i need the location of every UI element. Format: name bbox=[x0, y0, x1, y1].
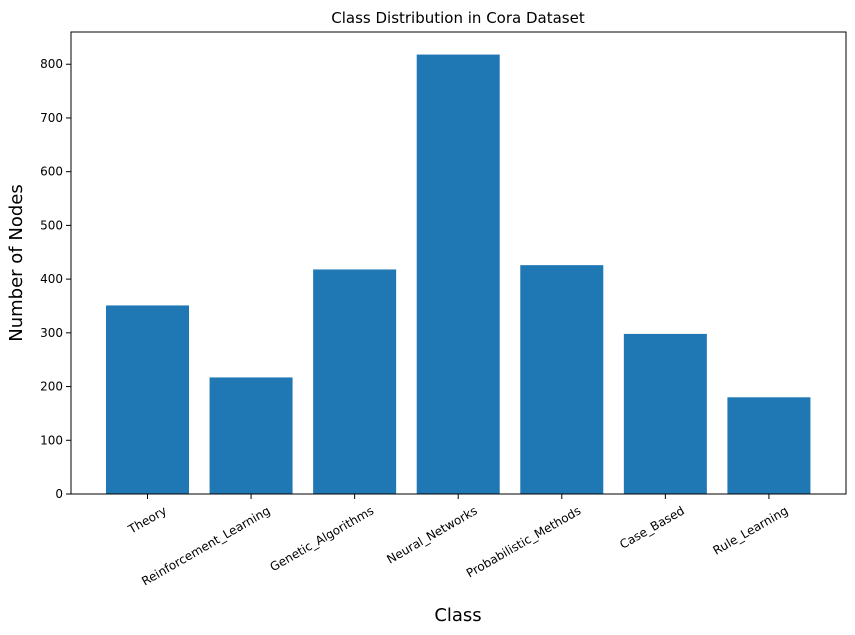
bars-group bbox=[106, 54, 811, 495]
bar-reinforcement-learning bbox=[209, 377, 293, 494]
y-tick-label: 700 bbox=[40, 111, 63, 125]
x-axis-label: Class bbox=[434, 605, 481, 626]
bar-theory bbox=[106, 305, 189, 494]
y-tick-label: 100 bbox=[40, 433, 63, 447]
y-tick-label: 600 bbox=[40, 165, 63, 179]
chart-title: Class Distribution in Cora Dataset bbox=[331, 9, 585, 27]
y-axis: 0 100 200 300 400 500 600 700 800 bbox=[40, 57, 71, 501]
x-tick-label: Rule_Learning bbox=[710, 503, 790, 557]
bar-neural-networks bbox=[416, 54, 500, 495]
y-tick-label: 500 bbox=[40, 218, 63, 232]
plot-frame bbox=[70, 31, 847, 495]
y-tick-label: 400 bbox=[40, 272, 63, 286]
bar-genetic-algorithms bbox=[313, 269, 397, 494]
y-axis-label: Number of Nodes bbox=[6, 184, 27, 341]
y-tick-label: 0 bbox=[55, 487, 63, 501]
y-tick-label: 300 bbox=[40, 326, 63, 340]
x-tick-label: Case_Based bbox=[617, 503, 687, 551]
x-axis: TheoryReinforcement_LearningGenetic_Algo… bbox=[125, 494, 790, 589]
y-tick-label: 200 bbox=[40, 380, 63, 394]
x-tick-label: Probabilistic_Methods bbox=[464, 503, 583, 580]
x-tick-label: Neural_Networks bbox=[384, 503, 479, 566]
bar-rule-learning bbox=[727, 397, 811, 494]
bar-case-based bbox=[623, 333, 707, 494]
y-tick-label: 800 bbox=[40, 57, 63, 71]
x-tick-label: Theory bbox=[125, 503, 169, 536]
bar-probabilistic-methods bbox=[520, 265, 604, 494]
x-tick-label: Genetic_Algorithms bbox=[268, 503, 377, 574]
